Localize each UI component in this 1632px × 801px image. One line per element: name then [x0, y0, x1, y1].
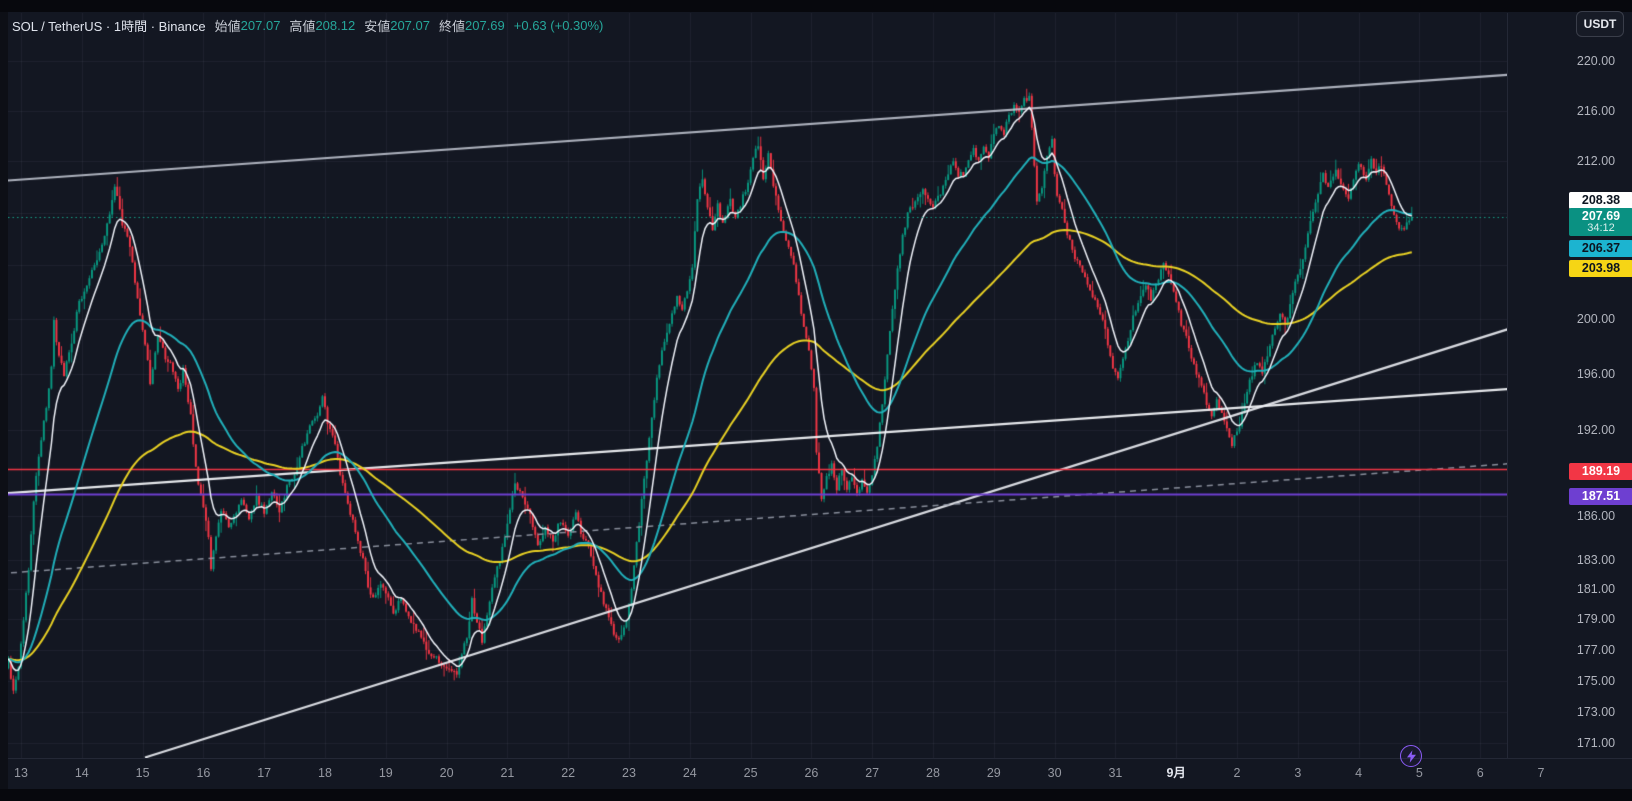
y-axis-tick-label: 179.00 [1576, 612, 1616, 627]
x-axis-tick-label: 26 [804, 766, 819, 780]
ma-mid-label: 206.37 [1569, 239, 1632, 257]
symbol-title[interactable]: SOL / TetherUS · 1時間 · Binance [12, 18, 206, 34]
y-axis-tick-label: 181.00 [1576, 582, 1616, 597]
x-axis-tick-label: 21 [500, 766, 515, 780]
y-axis-tick-label: 216.00 [1576, 103, 1616, 118]
legend-close: 終値 207.69 [438, 17, 505, 34]
legend-open: 始値 207.07 [214, 17, 281, 34]
top-toolbar-strip [0, 0, 1632, 12]
x-axis-tick-label: 6 [1476, 766, 1484, 780]
price-chart-canvas[interactable] [8, 13, 1507, 758]
bottom-edge-strip [0, 789, 1632, 801]
y-axis-tick-label: 192.00 [1576, 422, 1616, 437]
hline-red-label: 189.19 [1569, 462, 1632, 480]
y-axis-tick-label: 200.00 [1576, 312, 1616, 327]
x-axis-tick-label: 18 [318, 766, 332, 780]
y-axis-tick-label: 196.00 [1576, 366, 1616, 381]
y-axis-tick-label: 171.00 [1576, 736, 1616, 751]
x-axis-tick-label: 31 [1108, 766, 1123, 780]
y-axis-tick-label: 220.00 [1576, 54, 1616, 68]
x-axis-tick-label: 15 [135, 766, 150, 780]
quick-trade-button[interactable] [1400, 745, 1422, 767]
legend-change: +0.63 (+0.30%) [513, 17, 604, 33]
x-axis-tick-label: 28 [926, 766, 940, 780]
currency-button[interactable]: USDT [1576, 11, 1624, 37]
y-axis-tick-label: 183.00 [1576, 552, 1616, 567]
x-axis-tick-label: 27 [865, 766, 880, 780]
x-axis-tick-label: 23 [622, 766, 636, 780]
x-axis-tick-label: 13 [14, 766, 28, 780]
ma-slow-label: 203.98 [1569, 259, 1632, 277]
y-axis-tick-label: 212.00 [1576, 154, 1616, 169]
x-axis-tick-label: 20 [439, 766, 454, 780]
x-axis-tick-label: 16 [196, 766, 211, 780]
x-axis-tick-label: 7 [1537, 766, 1545, 780]
y-axis-tick-label: 177.00 [1576, 642, 1616, 657]
legend-low: 安値 207.07 [364, 17, 430, 34]
left-edge-strip [0, 12, 8, 789]
x-axis-tick-label: 19 [378, 766, 393, 780]
legend-high: 高値 208.12 [289, 17, 356, 34]
lightning-icon [1406, 749, 1416, 763]
x-axis-tick-label: 22 [561, 766, 576, 780]
x-axis-tick-label: 29 [986, 766, 1001, 780]
x-axis-tick-label: 2 [1233, 766, 1241, 780]
x-axis-tick-label: 30 [1047, 766, 1062, 780]
x-axis-tick-label: 4 [1355, 766, 1363, 780]
x-axis-tick-label: 24 [682, 766, 697, 780]
y-axis-tick-label: 175.00 [1576, 673, 1616, 688]
x-axis-tick-label: 25 [743, 766, 758, 780]
x-axis-tick-label: 5 [1415, 766, 1423, 780]
time-axis[interactable]: 13 14 15 16 17 18 19 20 21 22 23 24 25 26 27 28 29 30 31 9月… [0, 758, 1632, 790]
symbol-legend: SOL / TetherUS · 1時間 · Binance 始値 207.07 … [12, 16, 603, 34]
y-axis-tick-label: 186.00 [1576, 508, 1616, 523]
last-price-label: 207.69 34:12 [1569, 208, 1632, 236]
hline-purple-label: 187.51 [1569, 487, 1632, 505]
x-axis-tick-label: 17 [257, 766, 272, 780]
x-axis-month-label: 9月 [1166, 766, 1186, 780]
y-axis-tick-label: 173.00 [1576, 704, 1616, 719]
x-axis-tick-label: 3 [1294, 766, 1302, 780]
ma-fast-label: 208.38 [1569, 191, 1632, 209]
x-axis-tick-label: 14 [74, 766, 89, 780]
price-axis[interactable]: 220.00 216.00 212.00 200.00 196.00 192.00 186.… [1507, 13, 1632, 758]
